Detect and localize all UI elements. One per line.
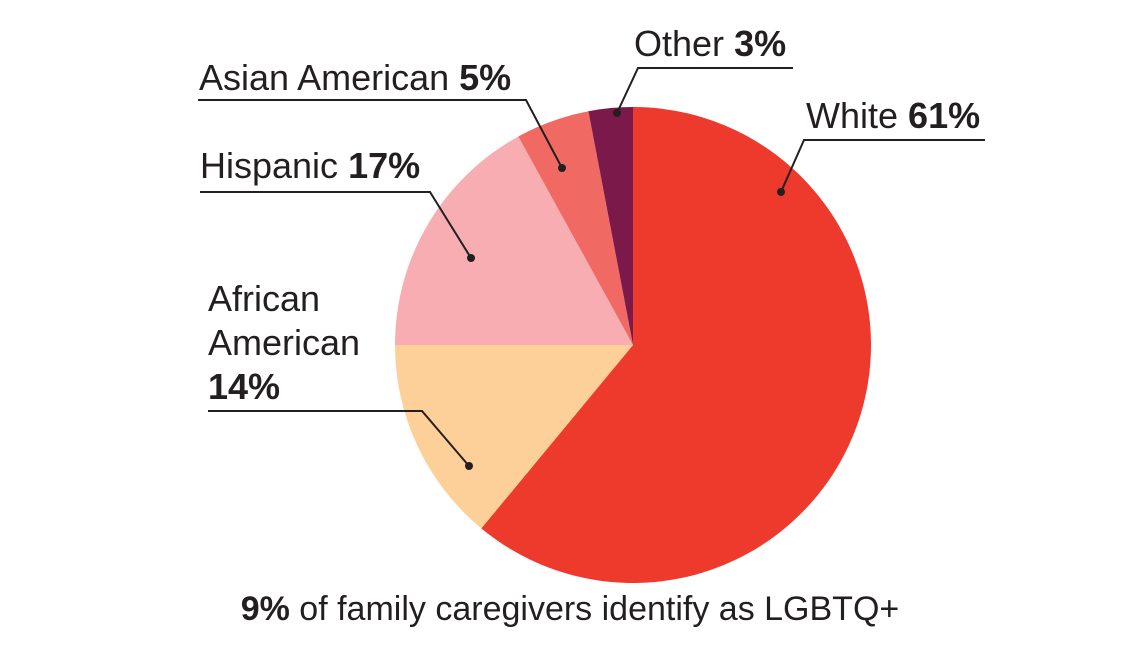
label-african-american-line2: American	[208, 322, 360, 363]
label-hispanic: Hispanic 17%	[200, 145, 420, 186]
pie-slice-hispanic	[395, 136, 633, 345]
label-african-american-line1: African	[208, 278, 320, 319]
footnote: 9% of family caregivers identify as LGBT…	[0, 590, 1140, 629]
label-hispanic-name: Hispanic	[200, 145, 338, 186]
pie-slice-white	[481, 107, 871, 583]
label-white-value: 61%	[908, 95, 980, 136]
label-african-american: African American 14%	[208, 278, 370, 407]
label-other-name: Other	[634, 23, 724, 64]
footnote-bold: 9%	[240, 590, 290, 628]
leader-line-asian-american	[198, 99, 563, 169]
label-other: Other 3%	[634, 23, 786, 64]
leader-dot-asian-american	[558, 164, 566, 172]
label-hispanic-value: 17%	[348, 145, 420, 186]
pie-slice-asian-american	[518, 111, 633, 345]
leader-dot-other	[613, 109, 621, 117]
leader-dot-white	[777, 188, 785, 196]
leader-line-white	[780, 139, 985, 193]
label-white-name: White	[806, 95, 898, 136]
leader-line-other	[616, 67, 793, 114]
label-other-value: 3%	[734, 23, 786, 64]
label-asian-american: Asian American 5%	[199, 57, 511, 98]
footnote-text: of family caregivers identify as LGBTQ+	[289, 590, 900, 628]
leader-dot-hispanic	[467, 254, 475, 262]
pie-slices	[395, 107, 871, 583]
label-asian-american-value: 5%	[459, 57, 511, 98]
label-african-american-value: 14%	[208, 366, 280, 407]
label-asian-american-name: Asian American	[199, 57, 449, 98]
pie-slice-african-american	[395, 345, 633, 529]
leader-line-african-american	[208, 410, 470, 467]
leader-dot-african-american	[465, 462, 473, 470]
leader-line-hispanic	[200, 191, 472, 259]
label-white: White 61%	[806, 95, 980, 136]
leader-lines	[198, 67, 985, 470]
pie-slice-other	[588, 107, 633, 345]
